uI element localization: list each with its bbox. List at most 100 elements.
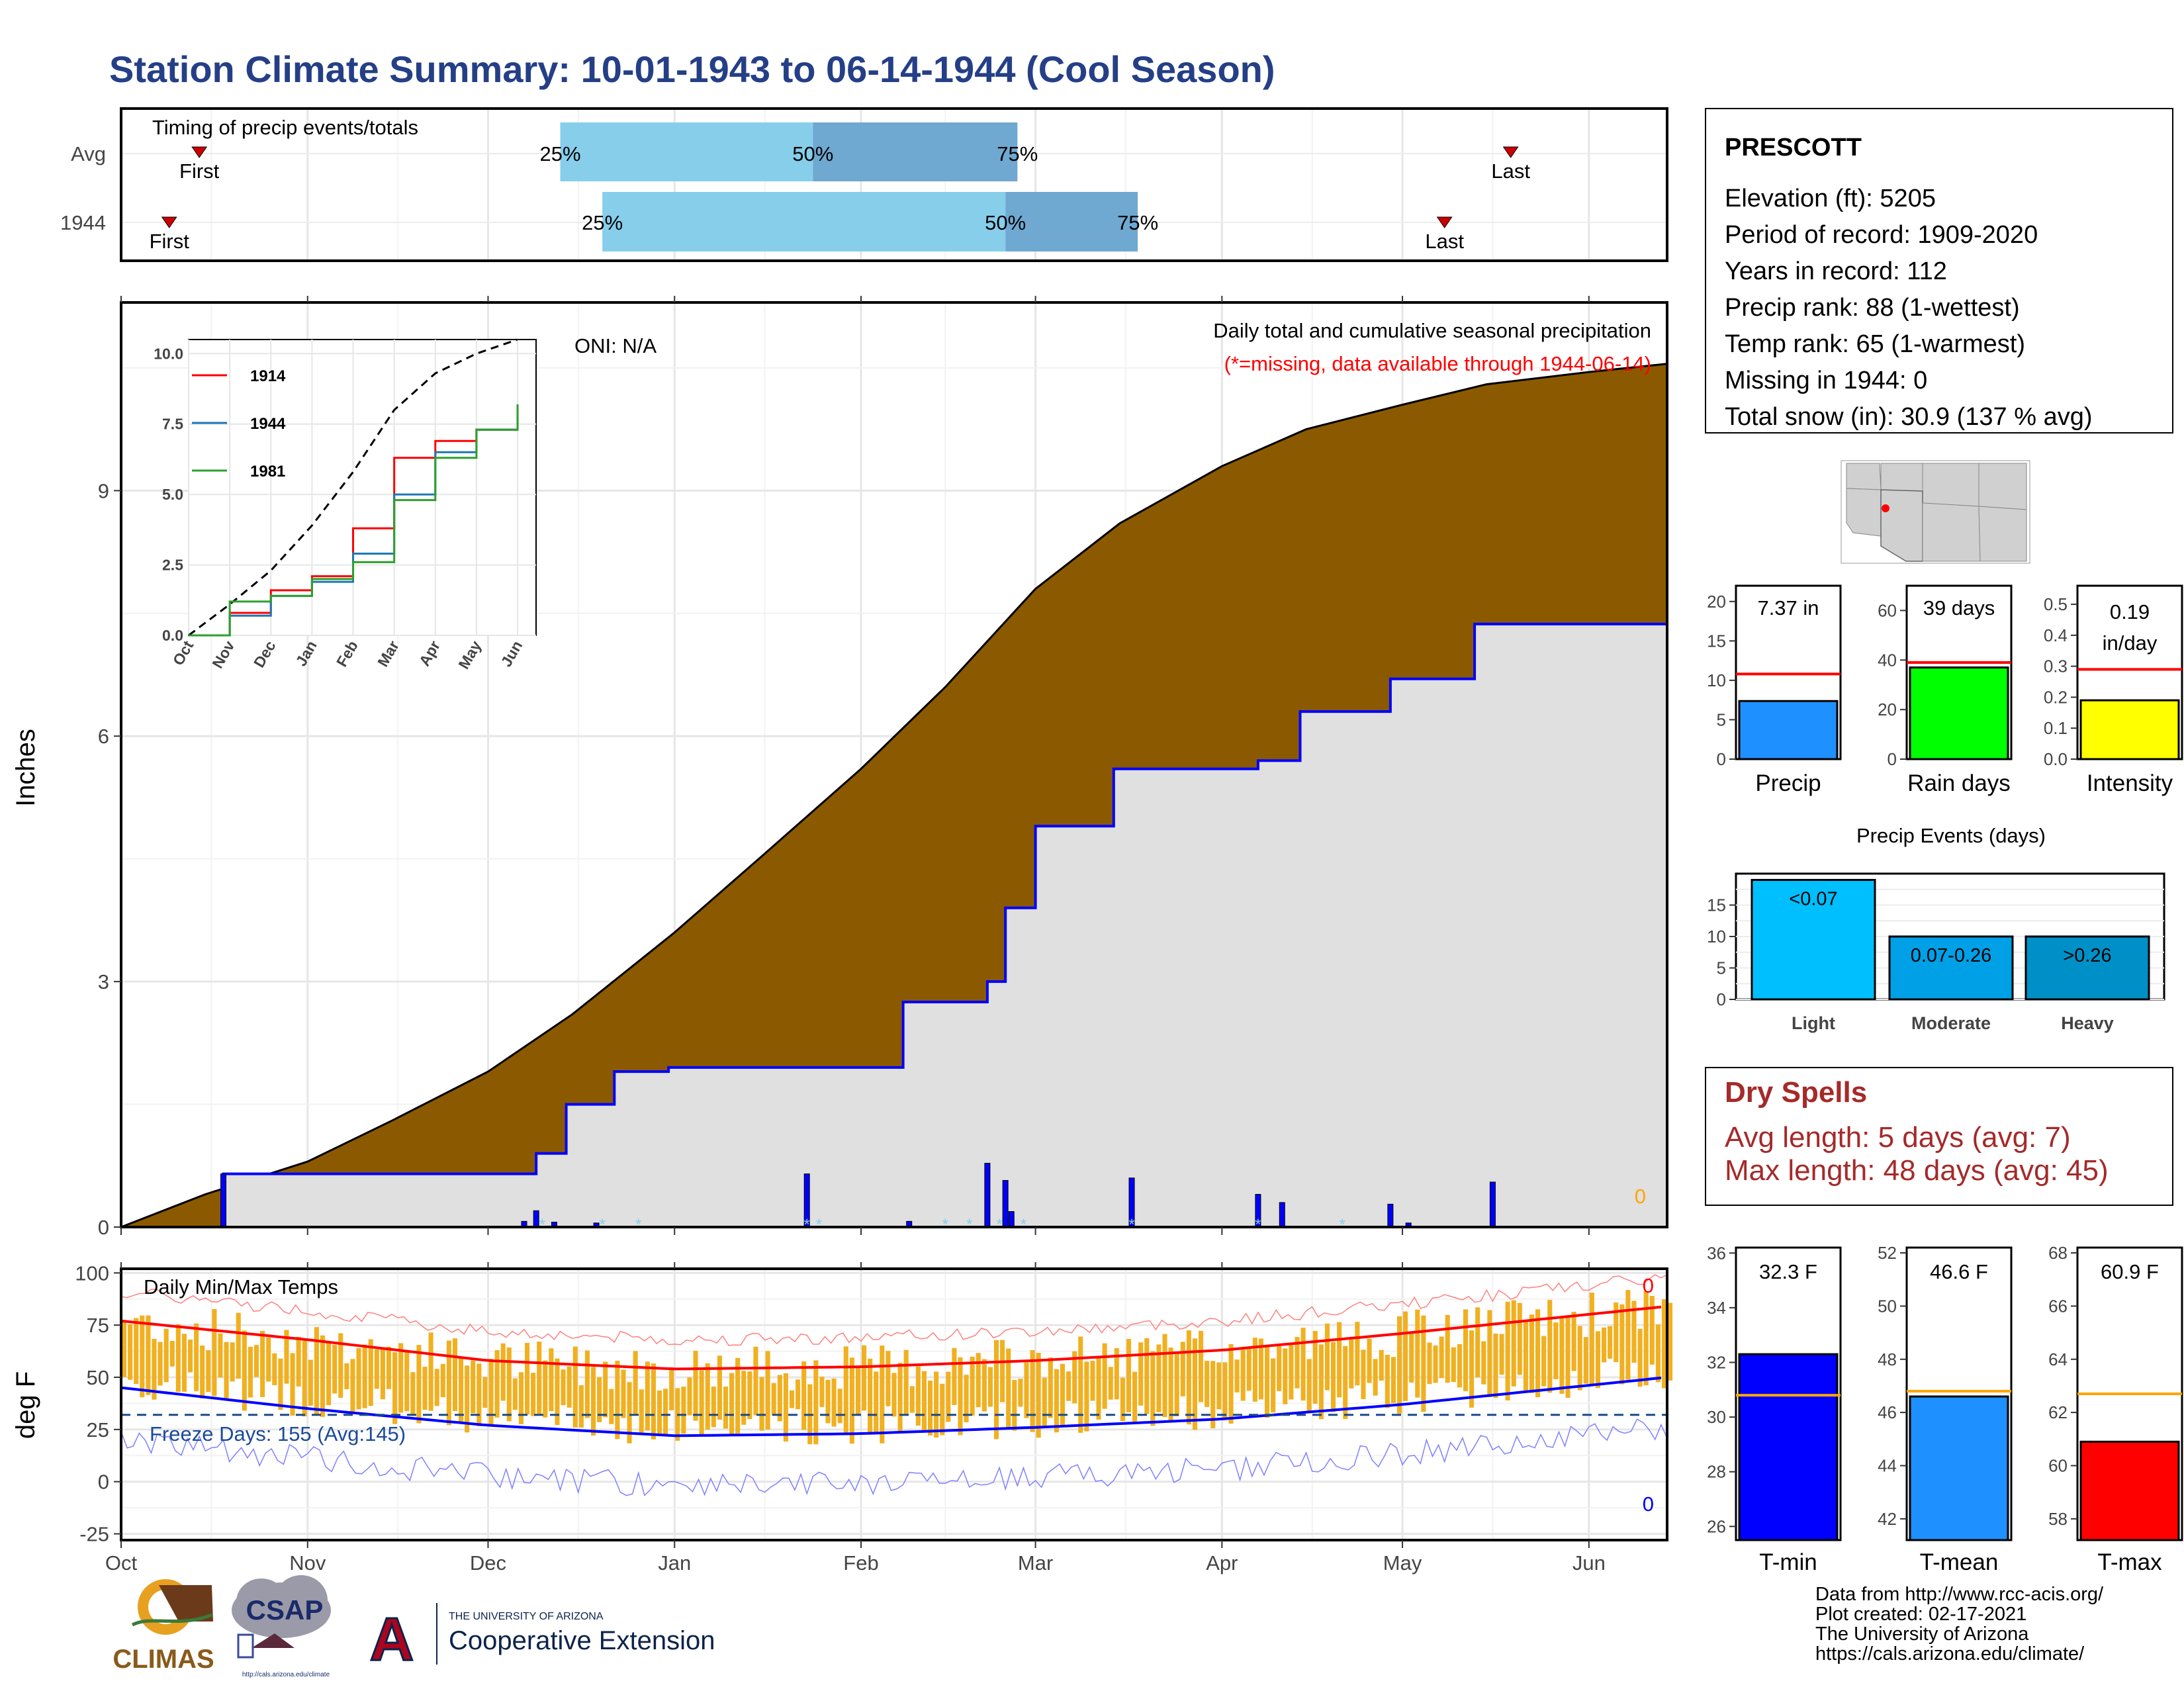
month-label: Oct [105,1551,138,1575]
daily-temp-range-bar [717,1355,722,1420]
timing-first-marker-0 [191,146,208,158]
summary-bar [1738,700,1839,760]
summary-bar-tick: 0 [1717,749,1726,769]
daily-temp-range-bar [1421,1315,1426,1412]
daily-temp-range-bar [627,1382,632,1443]
daily-temp-range-bar [236,1312,241,1379]
temp-summary-bar-chart: 58 60 62 64 66 68 60.9 F T-max [2048,1243,2183,1575]
inset-legend-1914: 1914 [250,367,286,385]
month-label: Dec [470,1551,506,1575]
temp-bar-tick: 36 [1707,1243,1726,1263]
daily-temp-range-bar [729,1373,735,1436]
temp-bar-tick: 44 [1878,1455,1897,1475]
daily-temp-range-bar [248,1346,253,1398]
daily-temp-range-bar [1367,1338,1372,1383]
record-min-line [120,1418,1668,1496]
daily-temp-range-bar [886,1351,891,1406]
summary-bar-chart: 0 20 40 60 39 days Rain days [1878,584,2013,796]
daily-temp-range-bar [561,1369,566,1406]
temp-bar-tick: 52 [1878,1243,1897,1263]
daily-temp-range-bar [531,1373,536,1416]
daily-temp-range-bar [891,1373,897,1417]
daily-temp-range-bar [1493,1333,1498,1398]
daily-temp-range-bar [669,1367,674,1411]
daily-temp-range-bar [194,1323,199,1391]
inset-legend: 1914 1944 1981 [192,367,286,480]
daily-temp-range-bar [1330,1342,1336,1412]
daily-temp-range-bar [422,1367,428,1410]
events-y-tick: 10 [1707,927,1726,946]
temp-min-missing: 0 [1643,1492,1654,1516]
inset-x-tick: Jan [292,638,320,669]
temp-bar-value: 46.6 F [1930,1260,1988,1283]
summary-bar-tick: 60 [1878,600,1897,620]
temp-summary-bar [1909,1395,2009,1541]
missing-day-marker: * [1021,1216,1026,1234]
daily-temp-range-bar [326,1342,332,1406]
daily-temp-range-bar [1318,1344,1324,1420]
timing-p25-label-0: 25% [540,142,581,165]
daily-temp-range-bar [711,1387,716,1428]
daily-temp-range-bar [1150,1351,1156,1426]
daily-temp-range-bar [1060,1363,1066,1427]
daily-temp-range-bar [862,1345,867,1411]
daily-temp-range-bar [434,1369,439,1406]
daily-temp-range-bar [663,1389,668,1436]
daily-temp-range-bar [1295,1336,1300,1389]
daily-temp-range-bar [1246,1349,1251,1391]
precip-missing-note: (*=missing, data available through 1944-… [1224,352,1651,375]
summary-bar-value: 7.37 in [1757,596,1819,619]
daily-temp-range-bar [855,1366,861,1416]
temp-bar-tick: 64 [2048,1349,2068,1369]
daily-temp-range-bar [416,1345,422,1424]
daily-temp-range-bar [1547,1300,1553,1393]
temp-bar-label: T-mean [1920,1549,1999,1575]
daily-temp-range-bar [843,1346,848,1433]
summary-bar [2079,699,2180,760]
temp-y-axis-label: deg F [11,1371,40,1439]
daily-temp-range-bar [981,1359,987,1412]
station-precip-rank: Precip rank: 88 (1-wettest) [1725,294,2020,322]
temp-bar-tick: 34 [1707,1298,1726,1318]
daily-temp-range-bar [1192,1338,1198,1430]
timing-bar-50-75-0 [813,122,1018,181]
daily-temp-range-bar [308,1359,313,1406]
daily-temp-range-bar [578,1385,584,1428]
daily-temp-range-bar [169,1341,175,1367]
summary-bar-tick: 0 [1888,749,1897,769]
daily-temp-range-bar [1511,1300,1516,1387]
inset-x-tick: May [455,637,484,672]
daily-temp-range-bar [1306,1359,1312,1413]
daily-temp-range-bar [163,1328,169,1383]
precip-y-tick: 6 [98,725,109,748]
daily-temp-range-bar [1475,1307,1480,1378]
daily-temp-range-bar [1030,1349,1035,1432]
summary-bar-label: Precip [1755,770,1821,796]
precip-y-tick: 3 [98,970,109,993]
daily-temp-range-bar [1096,1356,1101,1420]
daily-temp-range-bar [1324,1323,1330,1391]
daily-temp-range-bar [1114,1348,1119,1400]
daily-temp-range-bar [1349,1339,1354,1389]
daily-temp-range-bar [224,1342,229,1401]
daily-temp-range-bar [253,1345,259,1377]
daily-temp-range-bar [1523,1320,1528,1393]
events-y-tick: 15 [1707,895,1726,915]
daily-temp-range-bar [621,1369,626,1418]
daily-temp-range-bar [1102,1343,1107,1409]
precip-title: Daily total and cumulative seasonal prec… [1213,319,1651,342]
temp-bar-tick: 66 [2048,1296,2068,1316]
summary-bar-tick: 0.4 [2044,625,2068,645]
daily-temp-range-bar [1655,1324,1661,1383]
daily-temp-range-bar [1042,1377,1047,1426]
daily-temp-range-bar [687,1377,692,1416]
daily-temp-range-bar [1174,1353,1179,1416]
month-label: Jun [1572,1551,1606,1575]
daily-temp-range-bar [1571,1312,1576,1371]
daily-temp-range-bar [1565,1317,1570,1398]
temp-bar-tick: 30 [1707,1407,1726,1427]
precip-event-bar [2025,935,2150,1001]
daily-temp-range-bar [1361,1349,1366,1400]
daily-temp-range-bar [777,1375,782,1422]
daily-temp-range-bar [1168,1348,1173,1423]
